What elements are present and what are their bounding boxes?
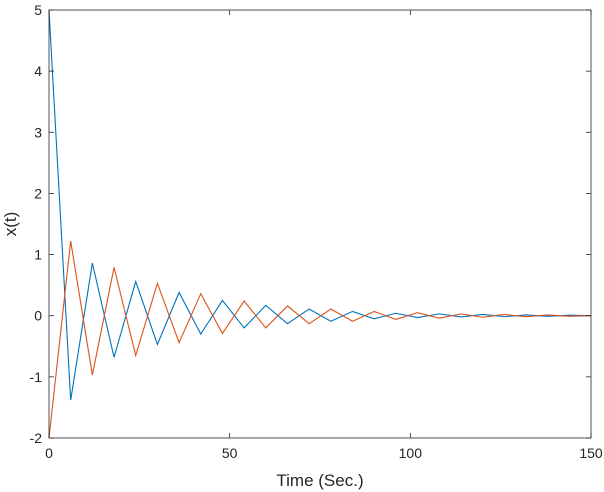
y-tick-label: -2 [30,430,43,446]
y-tick-label: 2 [34,185,42,201]
x-tick-label: 0 [45,445,53,461]
y-axis-label: x(t) [1,212,20,237]
y-tick-label: 0 [34,308,42,324]
tick-layer: 0 50 100 150 -2 -1 0 1 2 3 4 5 [30,2,603,461]
plot-area [49,10,591,438]
x-tick-label: 50 [222,445,238,461]
y-tick-label: 4 [34,63,42,79]
x-tick-label: 100 [399,445,423,461]
y-tick-label: 5 [34,2,42,18]
x-axis-label: Time (Sec.) [276,471,363,490]
x-tick-label: 150 [579,445,603,461]
series-layer [48,9,592,439]
y-tick-label: 1 [34,247,42,263]
series-2-line [48,241,592,439]
series-1 [48,9,592,401]
series-2 [48,241,592,439]
y-tick-label: -1 [30,369,43,385]
series-1-line [48,9,592,401]
y-tick-label: 3 [34,124,42,140]
axes-box [48,9,592,439]
